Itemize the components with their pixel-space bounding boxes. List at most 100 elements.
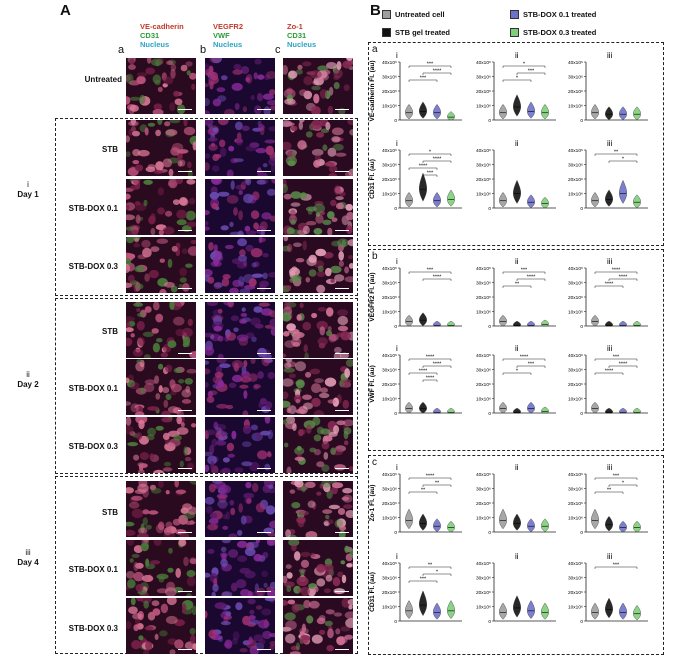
scale-bar [178,532,192,533]
y-tick-label: 20x10⁶ [382,177,397,183]
violin-0 [405,600,413,619]
col-letter-c: c [275,44,281,56]
microscopy-image [126,179,196,235]
panel-roman-label: iii [607,51,613,60]
y-tick-label: 10x10⁶ [476,604,491,610]
day-group-3: iii Day 4 [8,548,48,568]
microscopy-image [283,58,353,114]
scale-bar [335,468,349,469]
microscopy-image [205,58,275,114]
violin-1 [605,516,613,532]
violin-2 [619,106,627,121]
scale-bar [178,591,192,592]
y-tick-label: 30x10⁶ [568,575,583,581]
microscopy-image [205,237,275,293]
y-tick-label: 30x10⁶ [382,280,397,286]
violin-3 [633,520,641,533]
legend-label: STB-DOX 0.3 treated [523,28,597,37]
significance-label: **** [433,157,442,163]
y-tick-label: 40x10⁶ [382,472,397,478]
scale-bar [335,230,349,231]
violin-0 [405,192,413,208]
significance-bracket [608,365,638,368]
panel-roman-label: i [396,463,398,472]
significance-bracket [408,358,452,361]
legend-swatch [510,28,519,37]
y-tick-label: 40x10⁶ [568,60,583,66]
significance-bracket [608,160,638,163]
row-label: STB-DOX 0.1 [68,384,118,393]
violin-0 [405,314,413,327]
microscopy-image [283,540,353,596]
violin-0 [499,508,507,530]
y-tick-label: 0 [488,324,491,330]
panel-roman-label: ii [515,257,519,266]
marker-vwf: VWF [213,31,230,40]
y-tick-label: 10x10⁶ [382,515,397,521]
violin-1 [419,312,427,327]
section-letter-b: b [372,251,378,262]
marker-ve-cadherin: VE-cadherin [140,22,184,31]
significance-bracket [502,285,532,288]
row-label: STB [102,508,118,517]
significance-bracket [502,65,546,68]
violin-0 [499,314,507,327]
y-tick-label: 20x10⁶ [568,501,583,507]
violin-1 [605,189,613,207]
violin-0 [405,104,413,120]
violin-1 [513,94,521,117]
significance-bracket [408,372,438,375]
significance-bracket [594,491,624,494]
microscopy-image [126,359,196,415]
significance-bracket [422,174,438,177]
y-tick-label: 40x10⁶ [382,266,397,272]
y-tick-label: 0 [394,206,397,212]
y-tick-label: 30x10⁶ [568,162,583,168]
scale-bar [335,288,349,289]
scale-bar [178,468,192,469]
y-tick-label: 30x10⁶ [382,162,397,168]
violin-3 [541,319,549,327]
legend-swatch [510,10,519,19]
significance-bracket [408,491,438,494]
microscopy-image [283,417,353,473]
y-tick-label: 40x10⁶ [476,266,491,272]
microscopy-image [205,417,275,473]
significance-label: ** [607,488,612,494]
row-label: STB [102,145,118,154]
y-tick-label: 10x10⁶ [476,309,491,315]
violin-1 [419,513,427,531]
microscopy-image [205,481,275,537]
significance-bracket [594,285,624,288]
microscopy-image [126,58,196,114]
y-tick-label: 0 [394,118,397,124]
y-tick-label: 30x10⁶ [568,486,583,492]
panel-roman-label: ii [515,552,519,561]
scale-bar [335,353,349,354]
significance-bracket [594,477,638,480]
y-tick-label: 30x10⁶ [476,486,491,492]
y-tick-label: 20x10⁶ [382,590,397,596]
significance-label: *** [613,355,620,361]
y-tick-label: 10x10⁶ [382,191,397,197]
y-tick-label: 40x10⁶ [382,148,397,154]
y-tick-label: 0 [394,324,397,330]
marker-cd31: CD31 [287,31,307,40]
significance-label: *** [420,76,427,82]
y-axis-title: VWF Fl. (au) [369,365,376,403]
panel-roman-label: i [396,51,398,60]
panel-a-letter: A [60,2,71,19]
significance-label: *** [528,69,535,75]
significance-bracket [408,153,452,156]
scale-bar [178,410,192,411]
violin-2 [527,101,535,119]
violin-2 [433,602,441,620]
microscopy-image [283,481,353,537]
y-tick-label: 10x10⁶ [476,515,491,521]
panel-roman-label: iii [607,552,613,561]
y-tick-label: 0 [488,411,491,417]
y-tick-label: 0 [488,118,491,124]
y-tick-label: 0 [488,206,491,212]
y-tick-label: 40x10⁶ [568,148,583,154]
panel-roman-label: ii [515,463,519,472]
